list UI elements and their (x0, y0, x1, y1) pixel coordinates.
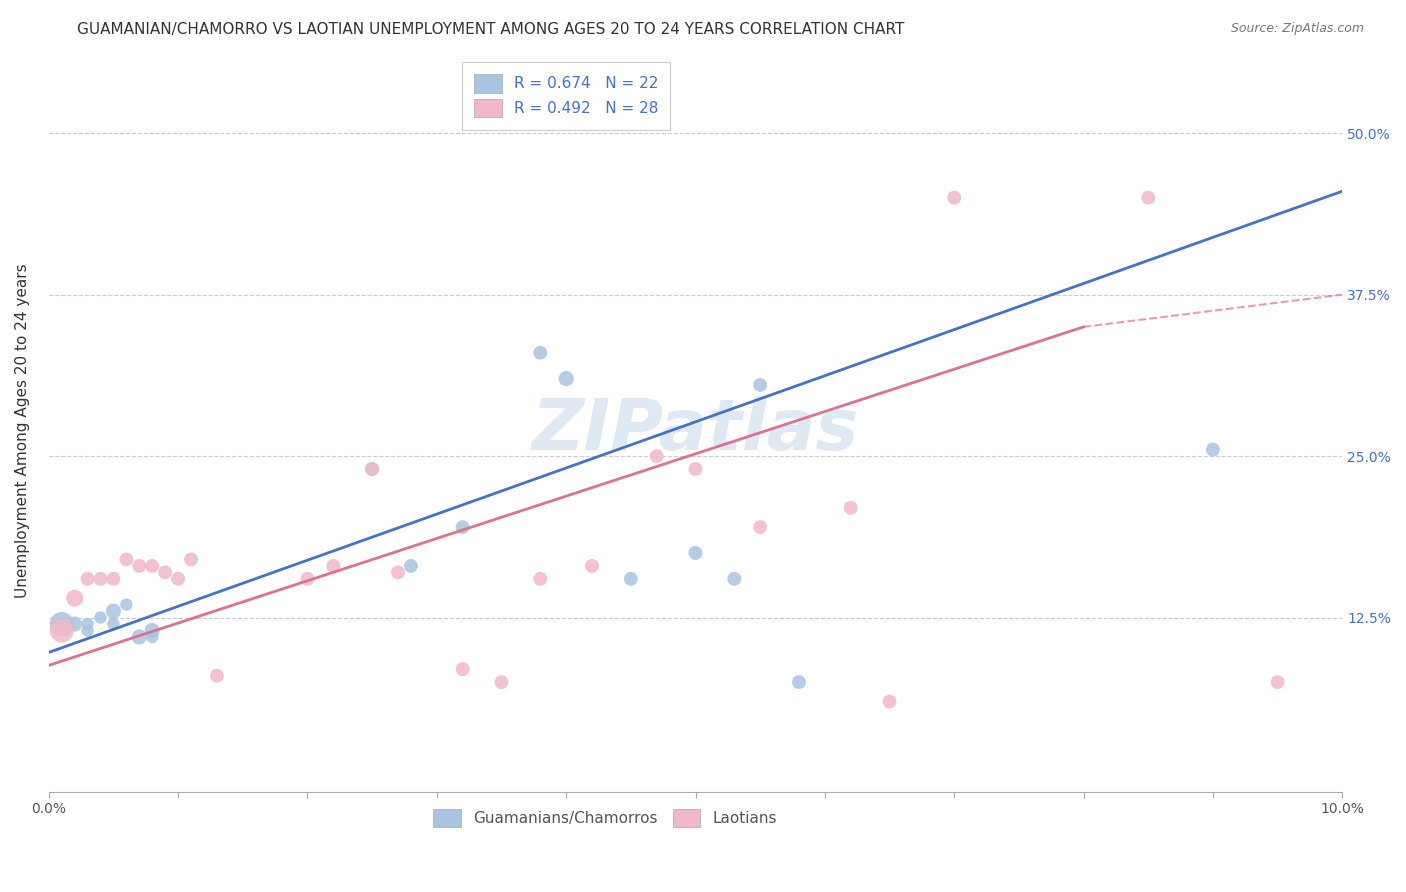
Point (63, 617, 86, 632)
Point (63, 591, 86, 606)
Point (685, 462, 707, 476)
Point (141, 558, 163, 573)
Point (749, 378, 772, 392)
Point (51, 624, 73, 638)
Point (685, 546, 707, 560)
Point (399, 558, 422, 573)
Point (645, 449, 668, 463)
Point (1137, 191, 1160, 205)
Point (205, 669, 228, 683)
Point (103, 604, 125, 618)
Text: ZIPatlas: ZIPatlas (531, 396, 859, 465)
Point (361, 462, 384, 476)
Point (115, 598, 138, 612)
Point (128, 630, 150, 644)
Point (491, 675, 513, 690)
Point (180, 552, 202, 566)
Point (103, 572, 125, 586)
Point (723, 572, 745, 586)
Point (89, 610, 111, 624)
Point (76, 624, 98, 638)
Point (749, 520, 772, 534)
Point (787, 675, 810, 690)
Point (529, 572, 551, 586)
Point (297, 572, 319, 586)
Point (620, 572, 643, 586)
Point (141, 630, 163, 644)
Point (141, 624, 163, 638)
Point (167, 572, 190, 586)
Point (529, 345, 551, 359)
Point (387, 566, 409, 580)
Point (555, 371, 578, 385)
Point (1267, 675, 1289, 690)
Point (51, 617, 73, 632)
Point (103, 617, 125, 632)
Point (879, 694, 901, 708)
Point (76, 572, 98, 586)
Point (89, 572, 111, 586)
Point (839, 500, 862, 515)
Point (128, 558, 150, 573)
Point (76, 617, 98, 632)
Point (943, 191, 966, 205)
Point (1202, 442, 1225, 457)
Point (115, 552, 138, 566)
Legend: Guamanians/Chamorros, Laotians: Guamanians/Chamorros, Laotians (426, 801, 785, 835)
Text: Source: ZipAtlas.com: Source: ZipAtlas.com (1230, 22, 1364, 36)
Point (451, 520, 474, 534)
Point (322, 558, 344, 573)
Point (451, 662, 474, 676)
Text: GUAMANIAN/CHAMORRO VS LAOTIAN UNEMPLOYMENT AMONG AGES 20 TO 24 YEARS CORRELATION: GUAMANIAN/CHAMORRO VS LAOTIAN UNEMPLOYME… (77, 22, 904, 37)
Point (581, 558, 603, 573)
Point (153, 566, 176, 580)
Y-axis label: Unemployment Among Ages 20 to 24 years: Unemployment Among Ages 20 to 24 years (15, 263, 30, 598)
Point (361, 462, 384, 476)
